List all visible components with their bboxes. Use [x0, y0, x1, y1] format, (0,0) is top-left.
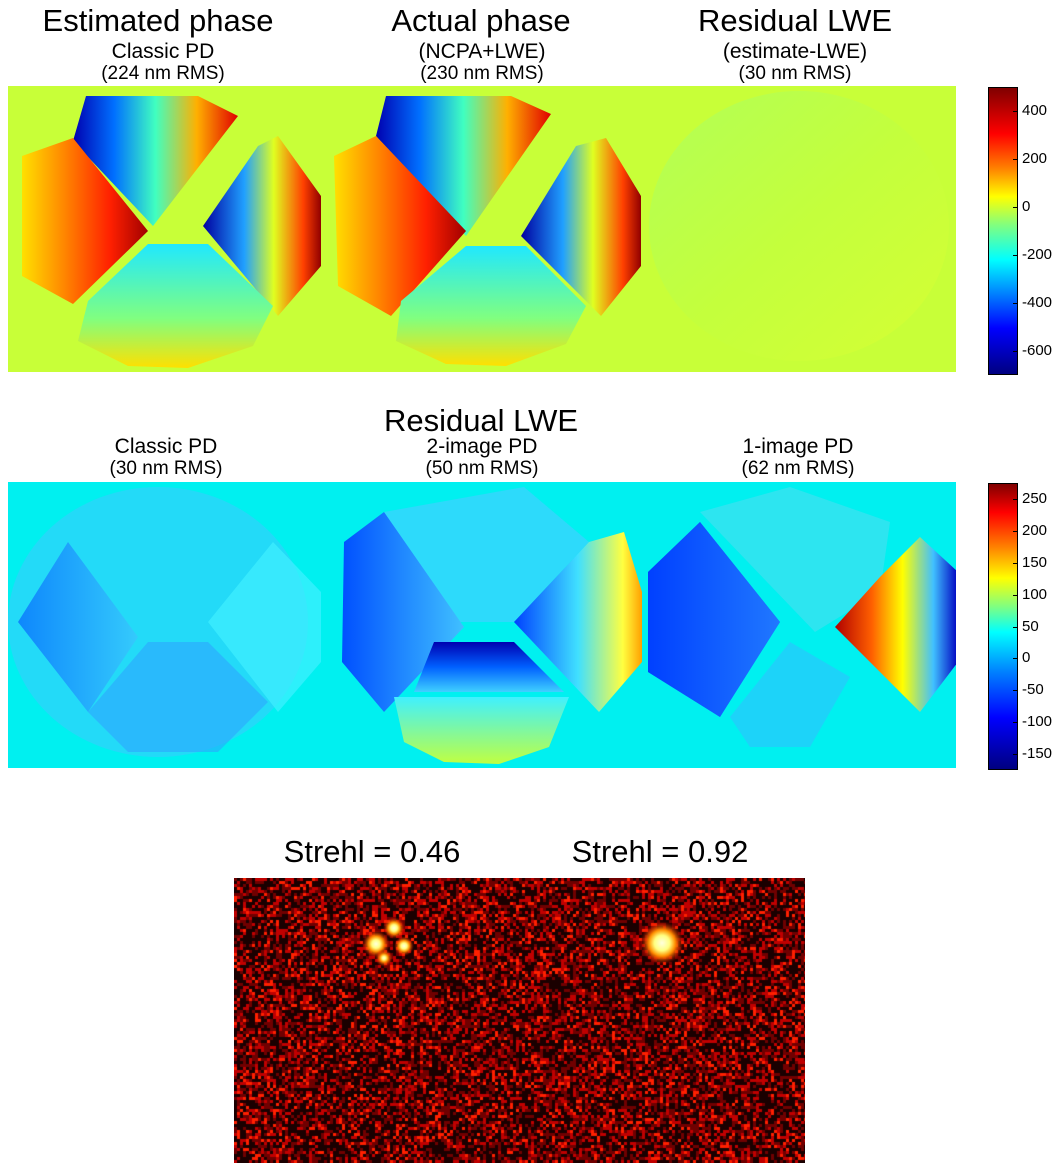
- top-colorbar-tick-label: -400: [1022, 294, 1053, 311]
- mid-sub1-2: 2-image PD: [426, 435, 538, 458]
- top-colorbar: [988, 87, 1018, 375]
- top-sub1-1: Classic PD: [111, 40, 215, 63]
- middle-colorbar-tick-mark: [1013, 498, 1017, 500]
- middle-colorbar-tick-mark: [1013, 658, 1017, 660]
- middle-colorbar-tick-mark: [1013, 754, 1017, 756]
- middle-colorbar-tick-mark: [1013, 530, 1017, 532]
- top-colorbar-tick-label: -600: [1022, 342, 1053, 359]
- top-colorbar-tick-mark: [1013, 255, 1017, 256]
- top-phase-maps: [8, 86, 956, 372]
- middle-colorbar-tick-label: 150: [1022, 553, 1048, 571]
- mid-sub1-1: Classic PD: [114, 435, 218, 458]
- top-colorbar-tick-mark: [1013, 159, 1017, 160]
- middle-header: Residual LWE: [383, 403, 579, 438]
- psf-images: [234, 878, 805, 1163]
- top-colorbar-tick-label: 200: [1022, 150, 1048, 167]
- middle-colorbar-tick-label: 50: [1022, 617, 1039, 635]
- middle-colorbar-tick-mark: [1013, 594, 1017, 596]
- middle-colorbar-tick-label: -100: [1022, 713, 1053, 731]
- top-colorbar-tick-label: 400: [1022, 102, 1048, 119]
- top-title-2: Actual phase: [391, 3, 571, 38]
- middle-colorbar-tick-mark: [1013, 690, 1017, 692]
- strehl-label-2: Strehl = 0.92: [571, 834, 749, 869]
- top-colorbar-tick-label: -200: [1022, 246, 1053, 263]
- top-colorbar-tick-mark: [1013, 207, 1017, 208]
- top-colorbar-tick-mark: [1013, 351, 1017, 352]
- psf-noise-canvas: [234, 878, 805, 1163]
- middle-colorbar-tick-mark: [1013, 562, 1017, 564]
- mid-sub2-2: (50 nm RMS): [425, 458, 539, 479]
- top-sub2-1: (224 nm RMS): [101, 63, 225, 84]
- middle-colorbar-tick-label: -50: [1022, 681, 1044, 699]
- top-sub2-3: (30 nm RMS): [738, 63, 852, 84]
- mid-sub2-3: (62 nm RMS): [741, 458, 855, 479]
- top-colorbar-tick-label: 0: [1022, 198, 1031, 215]
- middle-colorbar-tick-mark: [1013, 626, 1017, 628]
- middle-colorbar-tick-label: 250: [1022, 489, 1048, 507]
- top-title-3: Residual LWE: [697, 3, 893, 38]
- top-title-1: Estimated phase: [42, 3, 274, 38]
- top-sub2-2: (230 nm RMS): [420, 63, 544, 84]
- middle-colorbar-tick-mark: [1013, 722, 1017, 724]
- middle-colorbar-tick-label: 100: [1022, 585, 1048, 603]
- top-sub1-3: (estimate-LWE): [722, 40, 868, 63]
- top-colorbar-tick-mark: [1013, 303, 1017, 304]
- middle-colorbar-tick-label: 200: [1022, 521, 1048, 539]
- middle-residual-maps: [8, 482, 956, 768]
- middle-colorbar-tick-label: -150: [1022, 745, 1053, 763]
- top-sub1-2: (NCPA+LWE): [418, 40, 546, 63]
- middle-colorbar-tick-label: 0: [1022, 649, 1031, 667]
- top-colorbar-tick-mark: [1013, 111, 1017, 112]
- mid-sub1-3: 1-image PD: [742, 435, 854, 458]
- mid-sub2-1: (30 nm RMS): [109, 458, 223, 479]
- strehl-label-1: Strehl = 0.46: [283, 834, 461, 869]
